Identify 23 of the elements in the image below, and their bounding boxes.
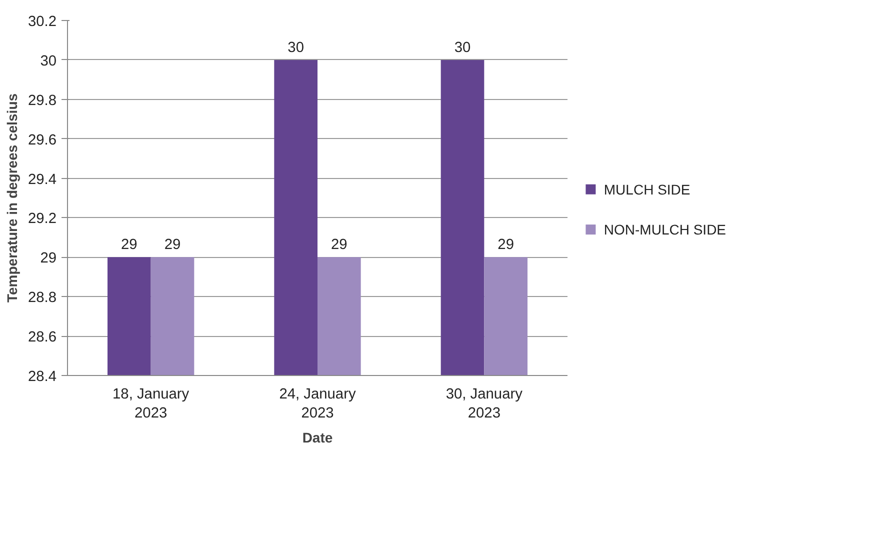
y-tick-label: 29.4 <box>28 172 57 188</box>
y-tick-label: 29.8 <box>28 92 57 109</box>
y-tick-label: 29 <box>40 250 57 267</box>
data-label: 29 <box>164 237 181 254</box>
legend-label: MULCH SIDE <box>604 181 690 198</box>
y-tick-label: 28.4 <box>28 369 57 385</box>
y-tick-label: 28.8 <box>28 290 57 306</box>
data-label: 29 <box>121 237 138 254</box>
x-tick-label: 30, January 2023 <box>446 386 524 422</box>
x-tick-label: 24, January 2023 <box>279 386 356 422</box>
y-tick-label: 29.6 <box>28 132 57 148</box>
y-tick-label: 30 <box>40 53 57 70</box>
x-axis-title: Date <box>302 430 333 446</box>
y-tick-label: 28.6 <box>28 330 57 346</box>
data-label: 29 <box>331 237 348 254</box>
data-label: 30 <box>454 40 471 56</box>
data-label: 29 <box>498 237 514 254</box>
data-label: 30 <box>288 40 304 56</box>
y-tick-label: 30.2 <box>28 14 57 30</box>
y-axis-title: Temperature in degrees celsius <box>4 93 20 303</box>
legend-label: NON-MULCH SIDE <box>604 222 726 238</box>
x-tick-label: 18, January 2023 <box>112 386 190 422</box>
y-tick-label: 29.2 <box>28 211 57 228</box>
